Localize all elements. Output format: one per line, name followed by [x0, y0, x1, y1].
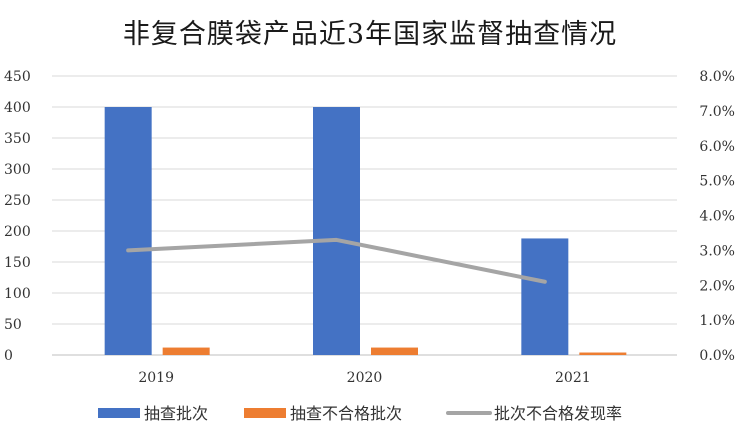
bar-failed-batches [371, 347, 418, 355]
line-failure-rate [126, 237, 547, 284]
y-right-tick-label: 1.0% [699, 313, 735, 329]
x-tick-label: 2020 [347, 370, 383, 386]
legend-item-failure-rate-label: 批次不合格发现率 [494, 404, 622, 423]
bar-inspection-batches [313, 107, 360, 355]
legend-item-inspection-batches-label: 抽查批次 [144, 404, 208, 423]
y-right-tick-label: 7.0% [699, 104, 735, 120]
y-left-tick-label: 50 [4, 317, 22, 333]
legend-item-inspection-batches-swatch [98, 408, 140, 418]
bar-inspection-batches [521, 238, 569, 355]
x-tick-label: 2021 [555, 370, 591, 386]
bar-failed-batches [579, 352, 627, 355]
y-right-tick-label: 6.0% [699, 139, 735, 155]
y-left-tick-label: 450 [4, 69, 31, 85]
bar-failed-batches [162, 347, 210, 355]
chart-title: 非复合膜袋产品近3年国家监督抽查情况 [122, 19, 618, 50]
y-left-tick-label: 400 [4, 100, 31, 116]
y-left-tick-label: 0 [4, 348, 13, 364]
y-right-tick-label: 2.0% [699, 278, 735, 294]
legend-item-failed-batches-label: 抽查不合格批次 [290, 404, 402, 423]
bar-inspection-batches [104, 107, 152, 355]
y-right-tick-label: 5.0% [699, 174, 735, 190]
y-left-tick-label: 350 [4, 131, 31, 147]
x-tick-label: 2019 [138, 370, 174, 386]
legend-item-failed-batches-swatch [244, 408, 286, 418]
y-left-tick-label: 150 [4, 255, 31, 271]
y-left-tick-label: 200 [4, 224, 31, 240]
y-right-tick-label: 3.0% [699, 243, 735, 259]
y-left-tick-label: 250 [4, 193, 31, 209]
y-right-tick-label: 4.0% [699, 209, 735, 225]
y-left-tick-label: 100 [4, 286, 31, 302]
y-right-tick-label: 8.0% [699, 69, 735, 85]
y-left-tick-label: 300 [4, 162, 31, 178]
y-right-tick-label: 0.0% [699, 348, 735, 364]
